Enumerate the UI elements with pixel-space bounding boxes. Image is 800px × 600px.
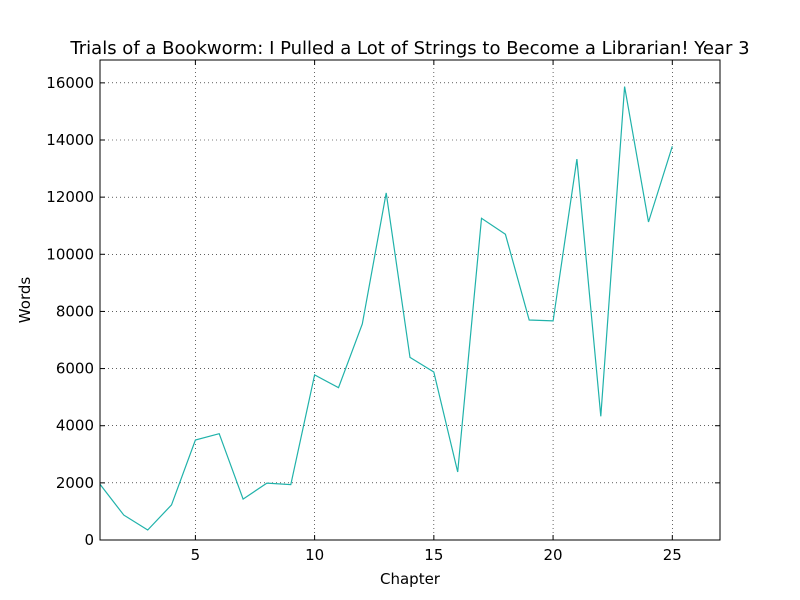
y-tick-label: 10000 [46, 245, 94, 263]
y-tick-label: 12000 [46, 188, 94, 206]
x-tick-label: 10 [305, 546, 324, 564]
x-tick-label: 25 [663, 546, 682, 564]
y-tick-label: 0 [84, 531, 94, 549]
x-tick-label: 20 [544, 546, 563, 564]
y-axis-label: Words [16, 277, 34, 324]
x-tick-label: 5 [191, 546, 201, 564]
series-line [99, 86, 673, 531]
y-tick-label: 14000 [46, 131, 94, 149]
plot-frame [99, 59, 721, 541]
grid-lines [100, 60, 720, 541]
y-tick-label: 4000 [56, 417, 94, 435]
x-axis-label: Chapter [380, 570, 441, 588]
x-tick-label: 15 [424, 546, 443, 564]
y-tick-label: 16000 [46, 74, 94, 92]
y-axis-ticks: 0 2000 4000 6000 8000 10000 12000 14000 16000 [46, 74, 720, 549]
y-tick-label: 8000 [56, 302, 94, 320]
y-tick-label: 6000 [56, 360, 94, 378]
x-axis-ticks: 5 10 15 20 25 [191, 60, 682, 564]
chart-title: Trials of a Bookworm: I Pulled a Lot of … [69, 38, 749, 59]
y-tick-label: 2000 [56, 474, 94, 492]
